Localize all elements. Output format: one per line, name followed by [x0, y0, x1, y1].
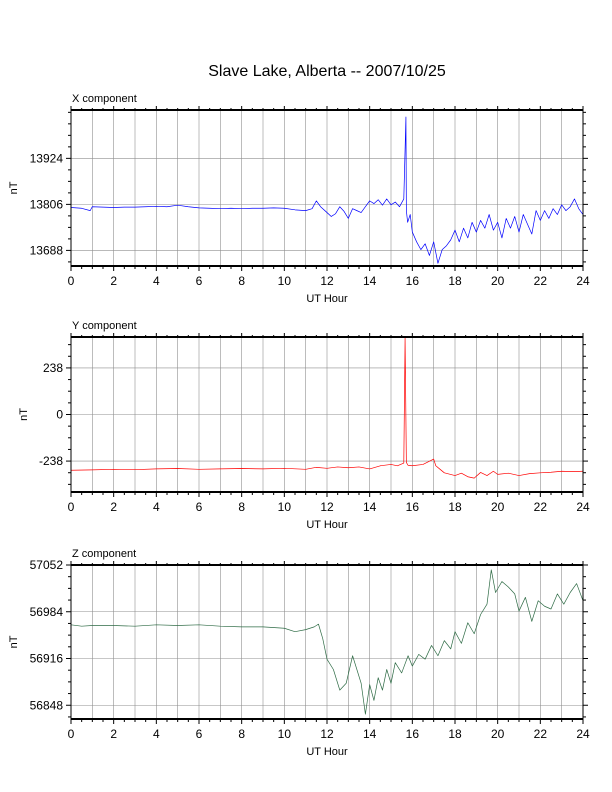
series-line	[70, 569, 584, 715]
x-tick-label: 8	[238, 727, 245, 741]
x-tick-label: 4	[153, 274, 160, 288]
panel-title: Z component	[72, 548, 136, 560]
y-axis-label: nT	[8, 635, 20, 648]
y-axis-label: nT	[18, 408, 30, 421]
x-tick-label: 8	[238, 274, 245, 288]
x-tick-label: 6	[196, 274, 203, 288]
y-tick-label: 56916	[30, 652, 64, 666]
x-tick-label: 16	[406, 274, 420, 288]
y-tick-label: 13924	[30, 151, 64, 165]
x-axis-label: UT Hour	[306, 746, 348, 758]
x-axis-label: UT Hour	[306, 293, 348, 305]
x-tick-label: 12	[320, 274, 334, 288]
x-tick-label: 6	[196, 727, 203, 741]
x-tick-label: 14	[363, 727, 377, 741]
x-tick-label: 20	[491, 500, 505, 514]
series-line	[70, 337, 584, 479]
x-tick-label: 8	[238, 500, 245, 514]
x-tick-label: 16	[406, 727, 420, 741]
x-tick-label: 2	[110, 274, 117, 288]
x-tick-label: 0	[68, 500, 75, 514]
x-tick-label: 16	[406, 500, 420, 514]
y-tick-label: 13688	[30, 243, 64, 257]
x-tick-label: 22	[534, 727, 548, 741]
x-tick-label: 10	[278, 274, 292, 288]
x-tick-label: 10	[278, 727, 292, 741]
x-tick-label: 4	[153, 500, 160, 514]
x-tick-label: 24	[576, 727, 590, 741]
x-tick-label: 6	[196, 500, 203, 514]
y-tick-label: 238	[43, 361, 63, 375]
x-axis-label: UT Hour	[306, 519, 348, 531]
x-tick-label: 0	[68, 274, 75, 288]
series-line	[70, 116, 584, 264]
panel-title: Y component	[72, 320, 137, 332]
y-tick-label: -238	[39, 454, 63, 468]
y-axis-label: nT	[8, 181, 20, 194]
x-tick-label: 14	[363, 500, 377, 514]
y-tick-label: 13806	[30, 197, 64, 211]
x-tick-label: 2	[110, 500, 117, 514]
y-tick-label: 57052	[30, 558, 64, 572]
x-tick-label: 24	[576, 274, 590, 288]
x-tick-label: 18	[448, 274, 462, 288]
y-tick-label: 0	[56, 408, 63, 422]
x-tick-label: 14	[363, 274, 377, 288]
y-tick-label: 56984	[30, 605, 64, 619]
page-title: Slave Lake, Alberta -- 2007/10/25	[208, 63, 446, 80]
x-tick-label: 2	[110, 727, 117, 741]
y-tick-label: 56848	[30, 698, 64, 712]
x-tick-label: 4	[153, 727, 160, 741]
x-tick-label: 12	[320, 727, 334, 741]
x-tick-label: 18	[448, 500, 462, 514]
panel-title: X component	[72, 93, 137, 105]
x-tick-label: 22	[534, 500, 548, 514]
x-tick-label: 0	[68, 727, 75, 741]
x-tick-label: 18	[448, 727, 462, 741]
x-tick-label: 20	[491, 274, 505, 288]
x-tick-label: 10	[278, 500, 292, 514]
x-tick-label: 20	[491, 727, 505, 741]
x-tick-label: 24	[576, 500, 590, 514]
x-tick-label: 22	[534, 274, 548, 288]
x-tick-label: 12	[320, 500, 334, 514]
